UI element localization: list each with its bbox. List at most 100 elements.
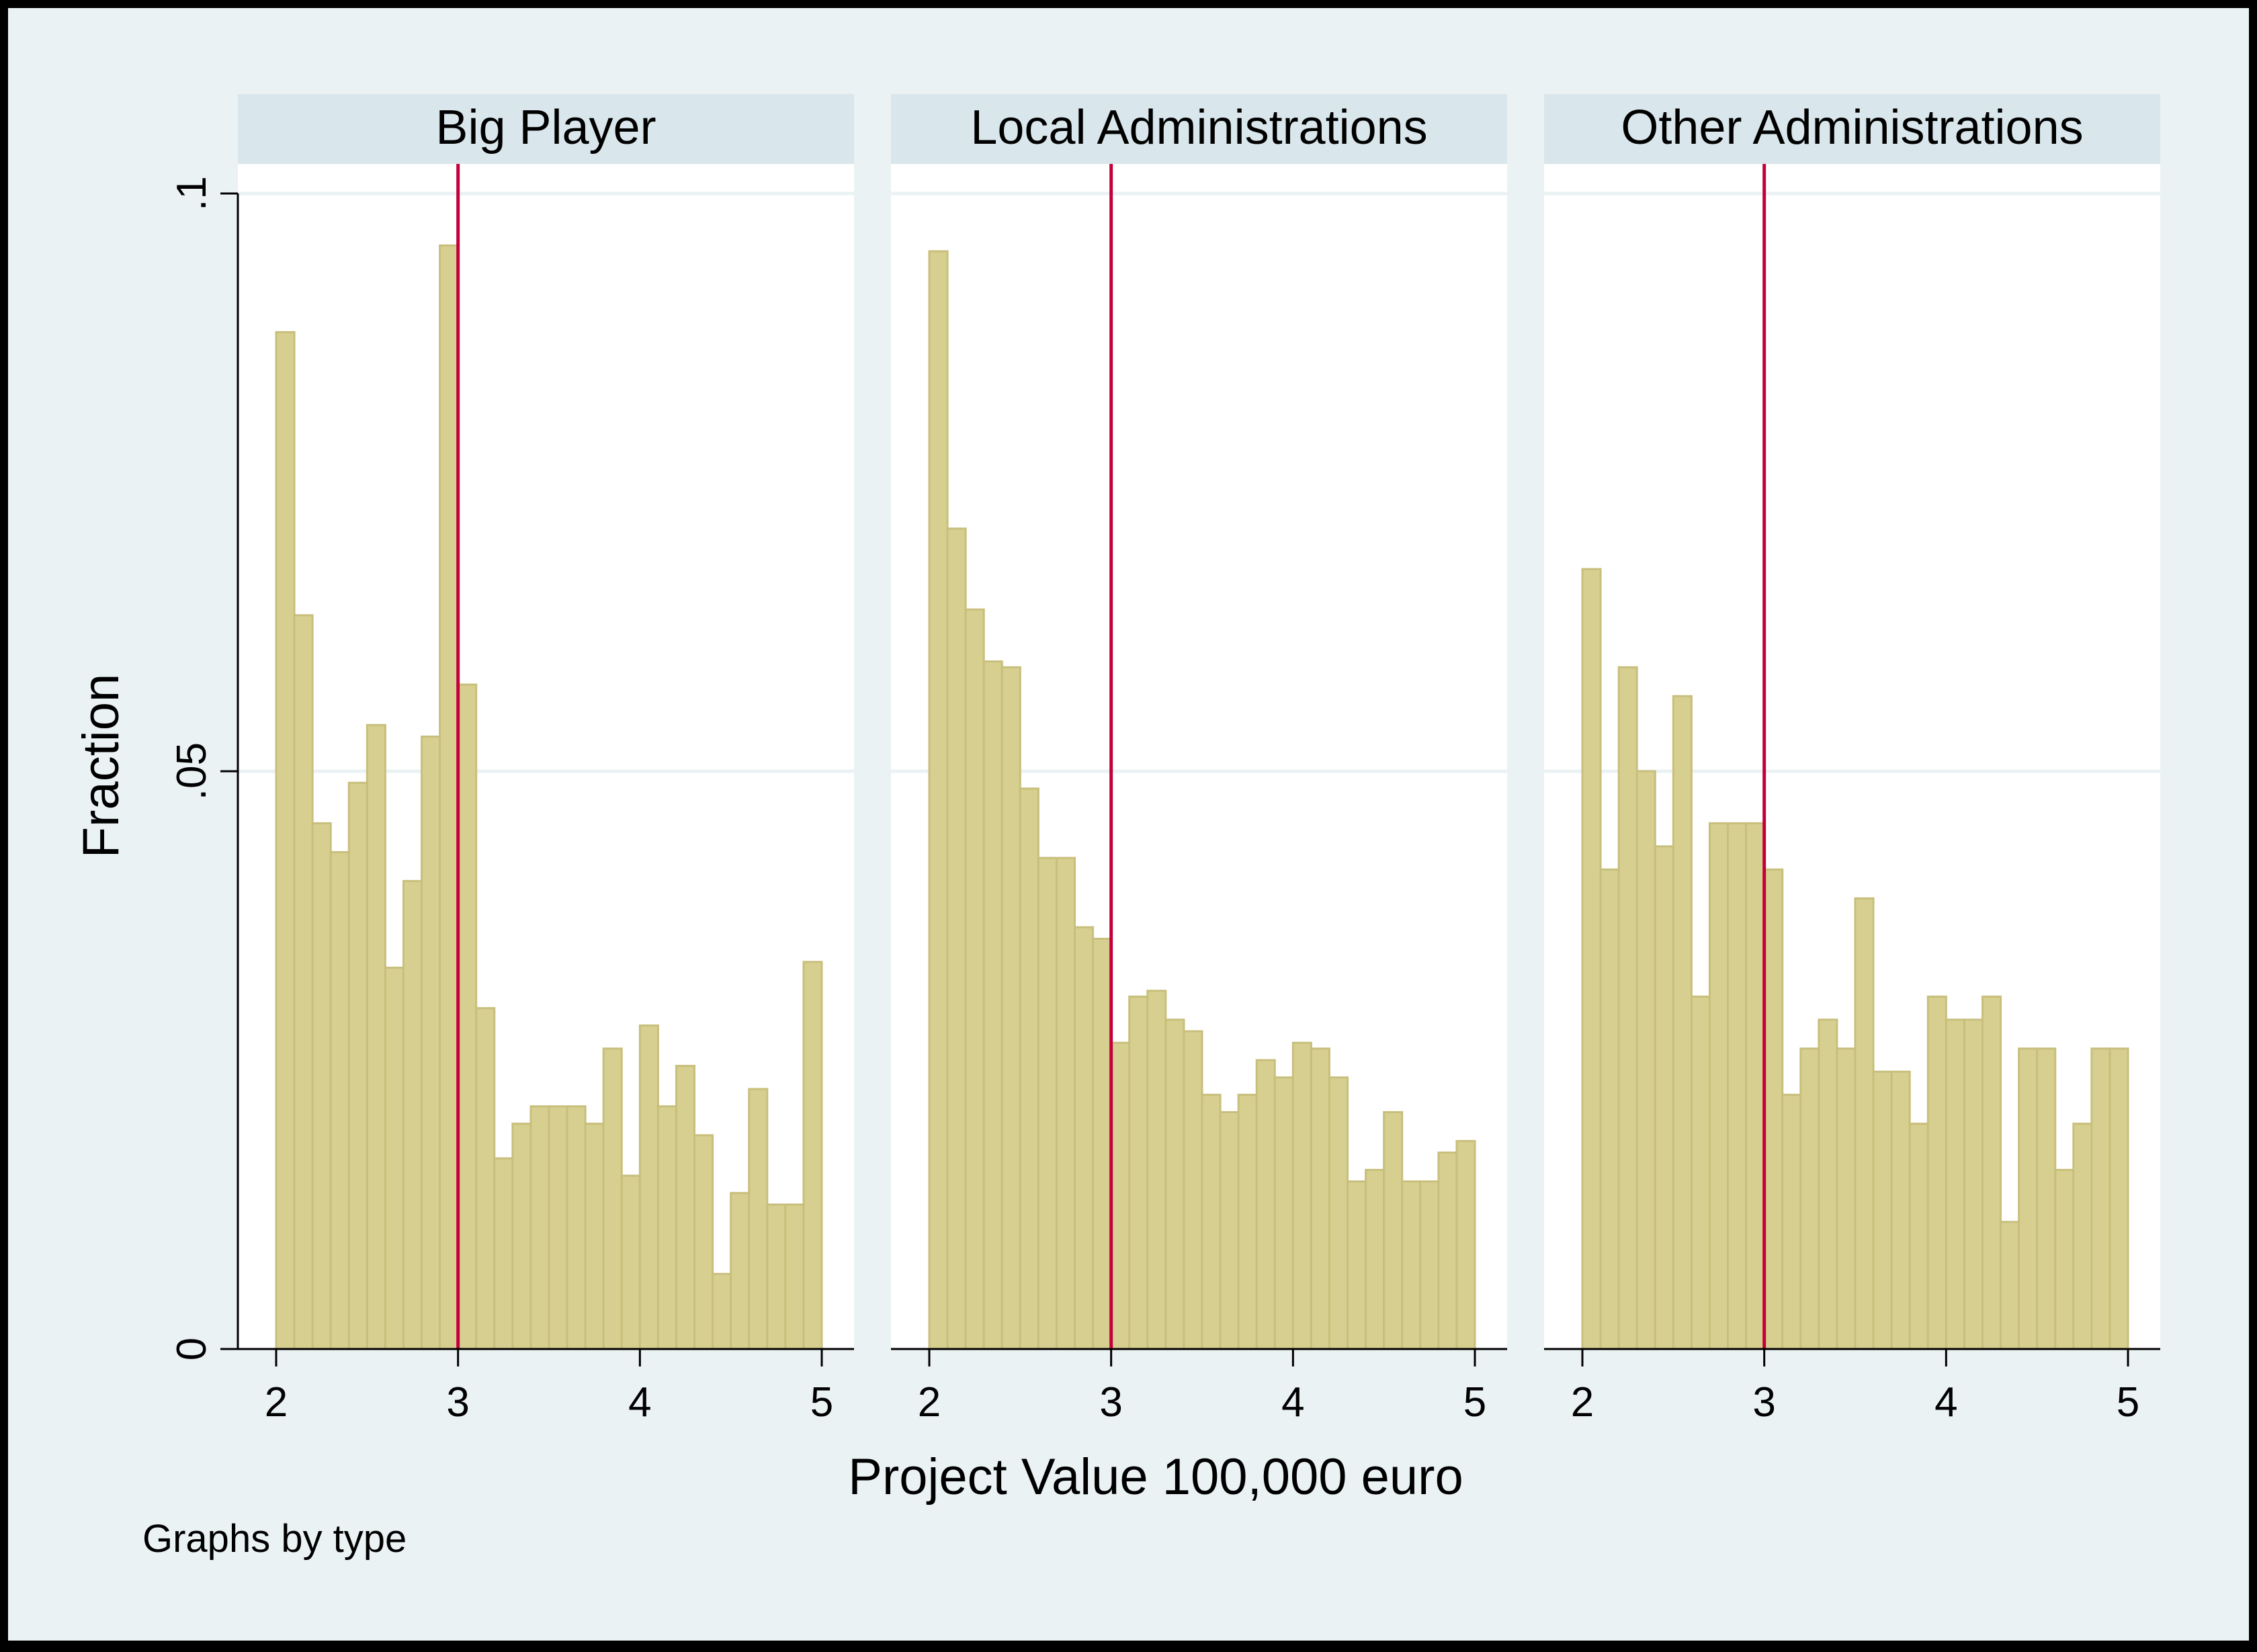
x-axis-label: Project Value 100,000 euro — [848, 1448, 1463, 1506]
histogram-bar — [1037, 857, 1058, 1350]
panels: Big Player 2 3 4 5 Local Administrations 2 3 4 5 O… — [169, 94, 2160, 1426]
histogram-bar — [1963, 1018, 1984, 1350]
panel-title: Local Administrations — [970, 101, 1427, 155]
x-tick-label: 2 — [918, 1379, 941, 1426]
histogram-bar — [1763, 868, 1784, 1350]
histogram-bar — [1074, 926, 1095, 1350]
histogram-bar — [1146, 990, 1167, 1350]
histogram-bar — [730, 1192, 751, 1350]
histogram-bar — [1581, 568, 1602, 1350]
x-tick-label: 4 — [1281, 1379, 1304, 1426]
histogram-bar — [1836, 1047, 1857, 1350]
histogram-bar — [457, 683, 478, 1350]
histogram-bar — [602, 1047, 623, 1350]
panel-1: Big Player 2 3 4 5 — [238, 94, 854, 1426]
histogram-bar — [1872, 1070, 1893, 1350]
histogram-bar — [1419, 1180, 1440, 1350]
y-tick-label: 0 — [169, 1338, 215, 1360]
x-tick-label: 5 — [2117, 1379, 2139, 1426]
x-tick-label: 3 — [1752, 1379, 1775, 1426]
histogram-bar — [784, 1203, 805, 1350]
histogram-bar — [2072, 1123, 2093, 1350]
histogram-bar — [2090, 1047, 2111, 1350]
histogram-bar — [1255, 1059, 1276, 1350]
histogram-bar — [1599, 868, 1620, 1350]
histogram-bar — [275, 331, 296, 1350]
histogram-bar — [1383, 1111, 1404, 1350]
histogram-bar — [1635, 770, 1656, 1350]
histogram-bar — [347, 781, 368, 1350]
histogram-bar — [293, 614, 314, 1350]
histogram-bar — [566, 1105, 587, 1350]
histogram-bar — [1219, 1111, 1240, 1350]
histogram-bar — [1854, 897, 1875, 1350]
histogram-bar — [748, 1088, 769, 1350]
histogram-bar — [1328, 1076, 1349, 1350]
histogram-bar — [529, 1105, 550, 1350]
histogram-bar — [1055, 857, 1076, 1350]
histogram-bar — [693, 1134, 714, 1350]
histogram-bar — [1365, 1168, 1386, 1350]
histogram-bar — [1781, 1094, 1802, 1350]
histogram-bar — [511, 1123, 532, 1350]
histogram-bar — [1690, 995, 1711, 1350]
histogram-bar — [2018, 1047, 2039, 1350]
histogram-bar — [402, 879, 423, 1350]
histogram-bar — [1818, 1018, 1838, 1350]
x-tick-label: 3 — [446, 1379, 469, 1426]
histogram-bar — [1000, 666, 1021, 1350]
histogram-bar — [1110, 1041, 1131, 1350]
histogram-bar — [493, 1157, 514, 1350]
histogram-bar — [329, 851, 350, 1350]
histogram-bar — [584, 1123, 605, 1350]
histogram-bar — [1437, 1151, 1458, 1350]
histogram-bar — [1273, 1076, 1294, 1350]
histogram-bar — [1183, 1030, 1203, 1350]
histogram-bar — [982, 660, 1003, 1350]
histogram-bar — [1745, 822, 1766, 1350]
histogram-bar — [1654, 845, 1674, 1350]
histogram-bar — [475, 1007, 496, 1350]
histogram-bar — [1455, 1139, 1476, 1350]
y-tick-label: .05 — [169, 742, 215, 800]
panel-strip — [891, 94, 1507, 164]
histogram-bar — [439, 244, 460, 1350]
histogram-bar — [2000, 1221, 2020, 1350]
x-tick-label: 2 — [265, 1379, 288, 1426]
histogram-bar — [311, 822, 332, 1350]
panel-title: Big Player — [435, 101, 656, 155]
panel-3: Other Administrations 2 3 4 5 — [1544, 94, 2160, 1426]
histogram-bar — [1672, 695, 1693, 1350]
histogram-bar — [1128, 995, 1149, 1350]
histogram-bar — [1926, 995, 1947, 1350]
histogram-bar — [1981, 995, 2002, 1350]
histogram-bar — [675, 1065, 696, 1350]
histogram-bar — [1019, 787, 1039, 1350]
histogram-bar — [1401, 1180, 1422, 1350]
histogram-bar — [946, 527, 967, 1350]
panel-2: Local Administrations 2 3 4 5 — [891, 94, 1507, 1426]
histogram-bar — [1092, 937, 1113, 1350]
x-tick-label: 2 — [1571, 1379, 1594, 1426]
y-axis: 0 .05 .1 — [169, 176, 239, 1360]
histogram-bar — [1799, 1047, 1820, 1350]
histogram-bar — [1347, 1180, 1367, 1350]
histogram-bar — [964, 608, 985, 1350]
panel-strip — [1544, 94, 2160, 164]
histogram-bar — [1291, 1041, 1312, 1350]
x-tick-label: 5 — [810, 1379, 833, 1426]
x-tick-label: 4 — [628, 1379, 651, 1426]
histogram-bar — [1890, 1070, 1911, 1350]
histogram-bar — [1727, 822, 1748, 1350]
histogram-bar — [384, 966, 404, 1350]
histogram-bar — [620, 1174, 641, 1350]
histogram-bar — [2054, 1168, 2075, 1350]
x-tick-label: 3 — [1099, 1379, 1122, 1426]
histogram-bar — [1908, 1123, 1929, 1350]
histogram-bar — [766, 1203, 787, 1350]
graphs-by-note: Graphs by type — [142, 1517, 407, 1561]
panel-title: Other Administrations — [1621, 101, 2083, 155]
x-tick-label: 5 — [1463, 1379, 1486, 1426]
